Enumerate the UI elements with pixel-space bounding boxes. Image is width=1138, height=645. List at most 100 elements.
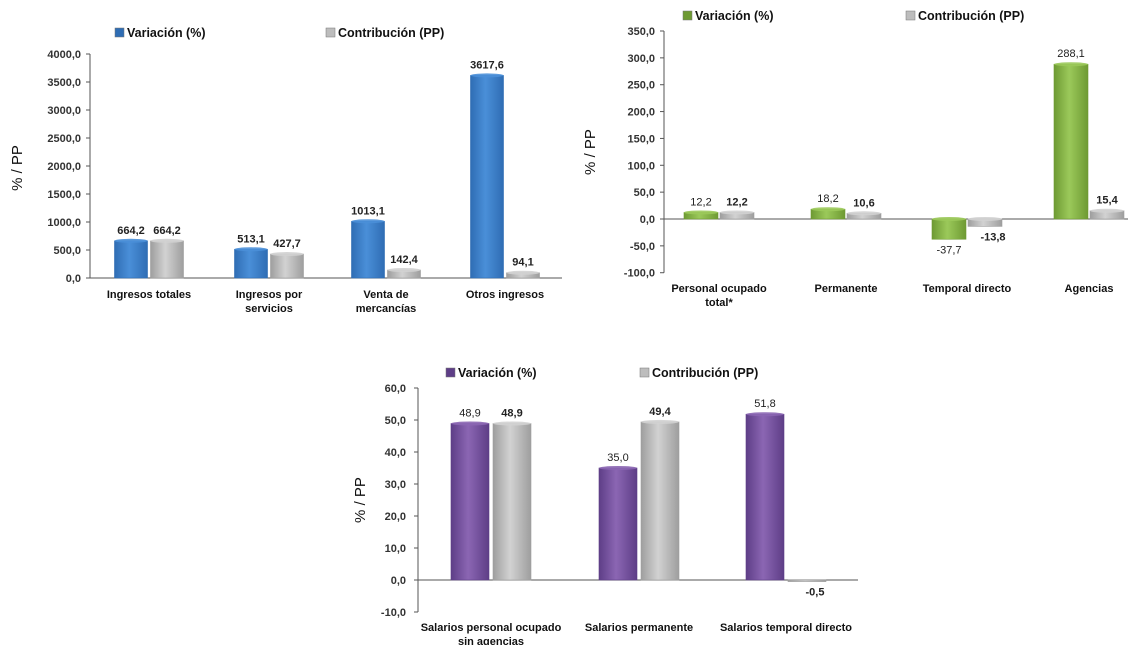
bar-cap xyxy=(506,270,540,275)
y-tick-label: 2500,0 xyxy=(47,133,81,145)
bar-cap xyxy=(684,210,718,215)
category-label: Agencias xyxy=(1065,283,1114,295)
bar-cap xyxy=(114,238,148,243)
y-tick-label: 40,0 xyxy=(385,447,406,459)
data-label: 49,4 xyxy=(649,406,671,418)
y-tick-label: 200,0 xyxy=(627,107,655,119)
bar-cap xyxy=(470,73,504,78)
bar-variacion xyxy=(931,218,967,240)
category-label: Ingresos totales xyxy=(107,289,191,301)
bar-cap xyxy=(811,207,845,212)
legend-label: Variación (%) xyxy=(127,26,206,40)
bar-cap xyxy=(1090,208,1124,213)
bar-cap xyxy=(234,247,268,252)
data-label: 427,7 xyxy=(273,238,301,250)
bar-contribucion xyxy=(150,240,184,279)
bar-variacion xyxy=(470,75,504,279)
bar-cap xyxy=(351,219,385,224)
legend-label: Contribución (PP) xyxy=(652,366,758,380)
category-label: Venta de xyxy=(363,289,408,301)
bar-cap xyxy=(451,421,489,426)
bar-contribucion xyxy=(640,421,680,581)
data-label: 10,6 xyxy=(853,197,874,209)
y-tick-label: 1500,0 xyxy=(47,189,81,201)
bar-variacion xyxy=(114,240,148,279)
legend-marker xyxy=(445,367,456,378)
y-tick-label: 50,0 xyxy=(385,415,406,427)
category-label: mercancías xyxy=(356,303,417,315)
bar-cap xyxy=(932,217,966,221)
bar-contribucion xyxy=(787,579,827,582)
legend-marker xyxy=(682,10,693,21)
legend-label: Contribución (PP) xyxy=(338,26,444,40)
bar-variacion xyxy=(351,220,385,279)
bar-cap xyxy=(968,217,1002,221)
data-label: 3617,6 xyxy=(470,59,504,71)
category-label: Ingresos por xyxy=(236,289,303,301)
category-label: Otros ingresos xyxy=(466,289,544,301)
legend-marker xyxy=(639,367,650,378)
chart-3: -10,0 0,0 10,0 20,0 30,0 40,0 50,0 60,0 % / PP Sa… xyxy=(352,366,858,645)
bar-cap xyxy=(150,238,184,243)
bar-variacion xyxy=(598,467,638,581)
data-label: 18,2 xyxy=(817,193,838,205)
category-label: total* xyxy=(705,297,733,309)
y-tick-label: -10,0 xyxy=(381,607,406,619)
bar-variacion xyxy=(745,413,785,581)
legend-label: Variación (%) xyxy=(695,9,774,23)
y-tick-label: 350,0 xyxy=(627,26,655,38)
y-tick-label: 10,0 xyxy=(385,543,406,555)
bar-variacion xyxy=(450,423,490,581)
bar-cap xyxy=(1054,62,1088,67)
y-tick-label: 30,0 xyxy=(385,479,406,491)
y-tick-label: 0,0 xyxy=(66,273,81,285)
legend-marker xyxy=(114,27,125,38)
bar-cap xyxy=(387,268,421,273)
y-tick-label: 20,0 xyxy=(385,511,406,523)
y-tick-label: 4000,0 xyxy=(47,49,81,61)
bar-contribucion xyxy=(270,253,304,279)
data-label: 12,2 xyxy=(690,196,711,208)
data-label: 35,0 xyxy=(607,452,628,464)
y-tick-label: 250,0 xyxy=(627,80,655,92)
y-tick-label: 3000,0 xyxy=(47,105,81,117)
data-label: -0,5 xyxy=(806,587,825,599)
y-tick-label: 100,0 xyxy=(627,160,655,172)
data-label: 51,8 xyxy=(754,398,775,410)
y-tick-label: 1000,0 xyxy=(47,217,81,229)
category-label: Permanente xyxy=(815,283,878,295)
chart-1: 0,0 500,0 1000,0 1500,0 2000,0 2500,0 3000,0 35… xyxy=(9,26,562,315)
category-label: Salarios personal ocupado xyxy=(421,622,562,634)
y-axis-label: % / PP xyxy=(582,129,599,175)
bar-contribucion xyxy=(492,423,532,581)
y-tick-label: 0,0 xyxy=(640,214,655,226)
bar-variacion xyxy=(234,248,268,279)
data-label: -13,8 xyxy=(980,231,1005,243)
y-tick-label: 50,0 xyxy=(634,187,655,199)
bar-cap xyxy=(746,412,784,417)
y-tick-label: 150,0 xyxy=(627,133,655,145)
y-tick-label: 0,0 xyxy=(391,575,406,587)
category-label: Salarios permanente xyxy=(585,622,693,634)
y-tick-label: 2000,0 xyxy=(47,161,81,173)
data-label: 513,1 xyxy=(237,233,265,245)
bar-cap xyxy=(641,419,679,424)
y-tick-label: 60,0 xyxy=(385,383,406,395)
legend-marker xyxy=(905,10,916,21)
category-label: servicios xyxy=(245,303,293,315)
data-label: 94,1 xyxy=(512,257,533,269)
legend-label: Variación (%) xyxy=(458,366,537,380)
bar-variacion xyxy=(1053,63,1089,220)
y-tick-label: -100,0 xyxy=(624,268,655,280)
bar-cap xyxy=(847,211,881,216)
y-tick-label: 300,0 xyxy=(627,53,655,65)
category-label: Salarios temporal directo xyxy=(720,622,852,634)
bar-cap xyxy=(720,210,754,215)
bar-cap xyxy=(599,466,637,470)
data-label: 142,4 xyxy=(390,254,418,266)
data-label: 664,2 xyxy=(153,225,181,237)
data-label: 288,1 xyxy=(1057,48,1085,60)
y-axis-label: % / PP xyxy=(352,477,369,523)
data-label: 664,2 xyxy=(117,225,145,237)
